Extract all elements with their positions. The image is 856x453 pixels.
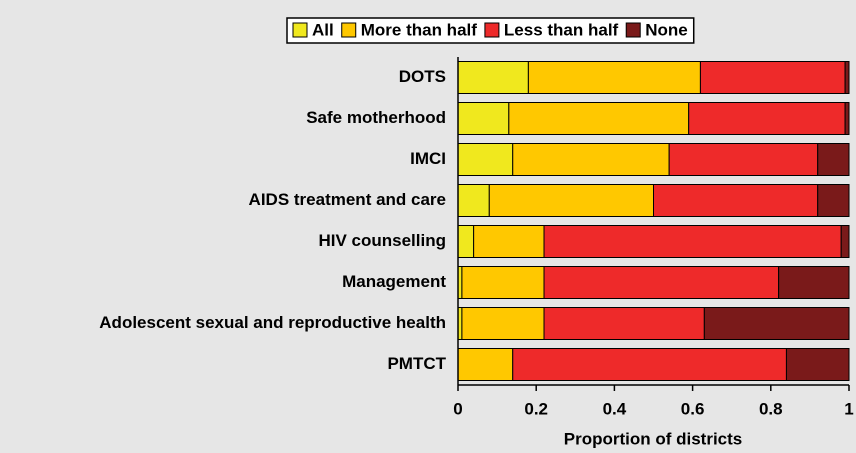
bar-segment bbox=[817, 184, 850, 217]
bar-segment bbox=[817, 143, 850, 176]
y-tick-label: Safe motherhood bbox=[306, 108, 446, 127]
x-tick-label: 0.4 bbox=[603, 399, 627, 418]
legend-label: All bbox=[312, 20, 334, 39]
legend-swatch bbox=[292, 22, 308, 38]
y-tick-label: DOTS bbox=[399, 67, 446, 86]
legend-swatch bbox=[625, 22, 641, 38]
y-tick-label: AIDS treatment and care bbox=[249, 190, 446, 209]
y-tick-label: Management bbox=[342, 272, 446, 291]
y-tick-label: PMTCT bbox=[387, 354, 446, 373]
y-tick-label: HIV counselling bbox=[318, 231, 446, 250]
x-tick-label: 1 bbox=[844, 399, 853, 418]
bar-segment bbox=[543, 307, 705, 340]
legend-label: More than half bbox=[361, 20, 478, 39]
bar-segment bbox=[785, 348, 850, 381]
bar-segment bbox=[457, 184, 490, 217]
legend-label: Less than half bbox=[504, 20, 619, 39]
bar-segment bbox=[457, 61, 529, 94]
bar-segment bbox=[457, 225, 475, 258]
bar-segment bbox=[653, 184, 819, 217]
y-tick-label: Adolescent sexual and reproductive healt… bbox=[99, 313, 446, 332]
x-tick-label: 0.2 bbox=[524, 399, 548, 418]
legend-swatch bbox=[484, 22, 500, 38]
bar-segment bbox=[457, 102, 510, 135]
bar-segment bbox=[699, 61, 846, 94]
bar-segment bbox=[543, 266, 780, 299]
bar-segment bbox=[461, 307, 545, 340]
y-tick-label: IMCI bbox=[410, 149, 446, 168]
x-tick-label: 0.8 bbox=[759, 399, 783, 418]
x-tick-label: 0.6 bbox=[681, 399, 705, 418]
bar-segment bbox=[512, 143, 670, 176]
bar-segment bbox=[543, 225, 842, 258]
bar-segment bbox=[512, 348, 787, 381]
bar-segment bbox=[457, 143, 514, 176]
bar-segment bbox=[844, 61, 850, 94]
x-axis-title: Proportion of districts bbox=[564, 429, 743, 448]
bar-segment bbox=[778, 266, 850, 299]
legend-label: None bbox=[645, 20, 688, 39]
legend-swatch bbox=[341, 22, 357, 38]
bar-segment bbox=[457, 348, 514, 381]
bar-segment bbox=[508, 102, 690, 135]
x-tick-label: 0 bbox=[453, 399, 462, 418]
bar-segment bbox=[461, 266, 545, 299]
bar-segment bbox=[527, 61, 701, 94]
bar-segment bbox=[688, 102, 846, 135]
bar-segment bbox=[473, 225, 545, 258]
bar-segment bbox=[844, 102, 850, 135]
bar-segment bbox=[668, 143, 819, 176]
bar-segment bbox=[703, 307, 850, 340]
bar-segment bbox=[840, 225, 850, 258]
bar-segment bbox=[488, 184, 654, 217]
